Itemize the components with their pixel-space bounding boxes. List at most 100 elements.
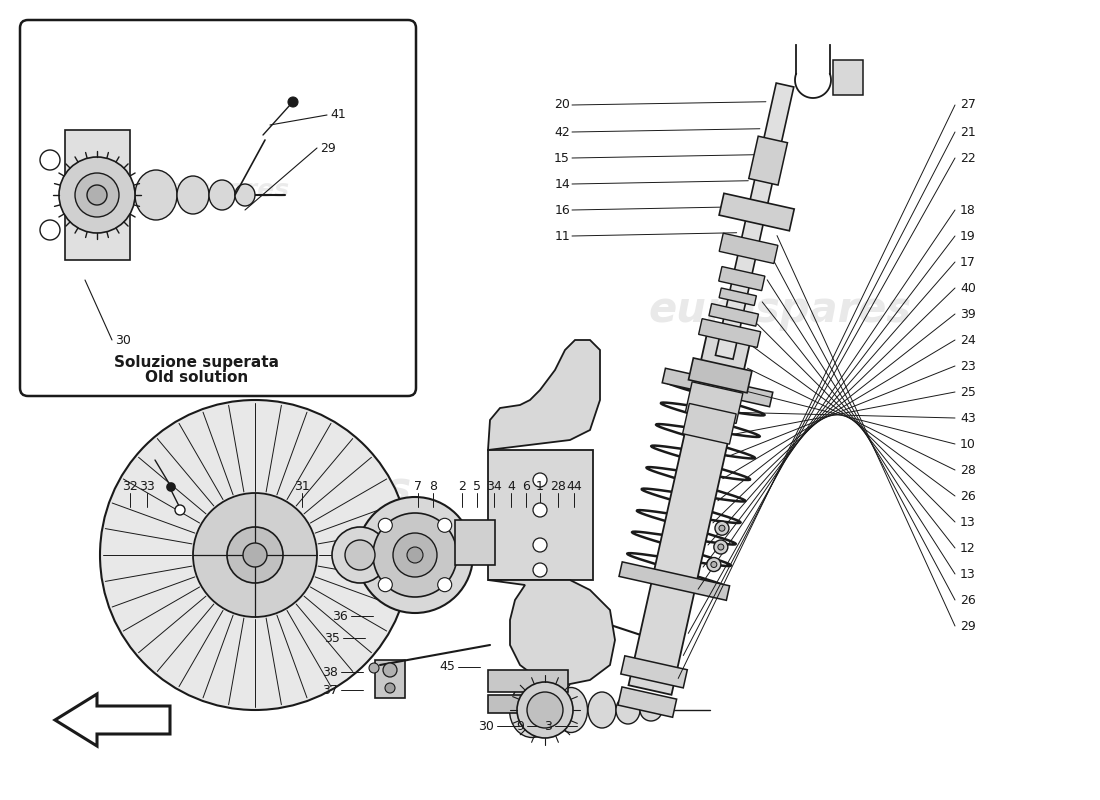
Circle shape <box>40 150 60 170</box>
Circle shape <box>718 544 724 550</box>
Text: 28: 28 <box>550 481 565 494</box>
Circle shape <box>527 692 563 728</box>
Circle shape <box>87 185 107 205</box>
Bar <box>833 60 864 95</box>
Circle shape <box>534 503 547 517</box>
Polygon shape <box>708 304 759 326</box>
Circle shape <box>714 540 728 554</box>
Ellipse shape <box>509 682 554 738</box>
Text: 23: 23 <box>960 359 976 373</box>
Circle shape <box>378 518 393 532</box>
Text: eurospares: eurospares <box>148 469 411 511</box>
Text: 8: 8 <box>429 481 437 494</box>
Circle shape <box>438 578 452 592</box>
Bar <box>488 450 593 580</box>
Text: 4: 4 <box>507 481 515 494</box>
Circle shape <box>534 473 547 487</box>
Text: eurospares: eurospares <box>648 289 912 331</box>
Text: 3: 3 <box>544 719 552 733</box>
Circle shape <box>385 683 395 693</box>
Circle shape <box>100 400 410 710</box>
Circle shape <box>407 547 424 563</box>
Circle shape <box>517 682 573 738</box>
Circle shape <box>288 97 298 107</box>
Text: 24: 24 <box>960 334 976 346</box>
Text: 38: 38 <box>322 666 338 678</box>
FancyBboxPatch shape <box>20 20 416 396</box>
Text: 44: 44 <box>566 481 582 494</box>
Ellipse shape <box>135 170 177 220</box>
Text: eurospares: eurospares <box>131 178 289 202</box>
Text: 7: 7 <box>414 481 422 494</box>
Text: 43: 43 <box>960 411 976 425</box>
Bar <box>375 660 405 698</box>
Text: 2: 2 <box>458 481 466 494</box>
Circle shape <box>332 527 388 583</box>
Text: 10: 10 <box>960 438 976 450</box>
Polygon shape <box>488 580 615 685</box>
Polygon shape <box>718 266 764 290</box>
Text: 35: 35 <box>324 631 340 645</box>
Ellipse shape <box>640 699 662 721</box>
Bar <box>455 520 495 565</box>
Text: 28: 28 <box>960 463 976 477</box>
Bar <box>488 695 548 713</box>
Text: Soluzione superata: Soluzione superata <box>114 354 279 370</box>
Text: 20: 20 <box>554 98 570 111</box>
Circle shape <box>227 527 283 583</box>
Text: 5: 5 <box>473 481 481 494</box>
Circle shape <box>345 540 375 570</box>
Text: 42: 42 <box>554 126 570 138</box>
Polygon shape <box>488 340 600 450</box>
Polygon shape <box>628 322 752 694</box>
Ellipse shape <box>235 184 255 206</box>
Circle shape <box>373 513 456 597</box>
Text: 40: 40 <box>960 282 976 294</box>
Circle shape <box>167 483 175 491</box>
Text: 16: 16 <box>554 203 570 217</box>
Text: 31: 31 <box>294 481 310 494</box>
Text: 29: 29 <box>320 142 336 154</box>
Text: 14: 14 <box>554 178 570 190</box>
Text: 29: 29 <box>960 619 976 633</box>
Text: 15: 15 <box>554 151 570 165</box>
Circle shape <box>175 505 185 515</box>
Text: 9: 9 <box>516 719 524 733</box>
FancyArrow shape <box>55 694 170 746</box>
Text: 30: 30 <box>478 719 494 733</box>
Text: 17: 17 <box>960 255 976 269</box>
Text: 33: 33 <box>139 481 155 494</box>
Text: 34: 34 <box>486 481 502 494</box>
Polygon shape <box>619 562 729 600</box>
Polygon shape <box>620 656 688 688</box>
Text: 30: 30 <box>116 334 131 346</box>
Text: 13: 13 <box>960 567 976 581</box>
Polygon shape <box>715 83 794 359</box>
Polygon shape <box>618 687 676 718</box>
Polygon shape <box>719 288 757 306</box>
Text: 13: 13 <box>960 515 976 529</box>
Text: 26: 26 <box>960 490 976 502</box>
Circle shape <box>715 522 729 535</box>
Text: 25: 25 <box>960 386 976 398</box>
Circle shape <box>438 518 452 532</box>
Polygon shape <box>719 194 794 230</box>
Polygon shape <box>749 136 788 185</box>
Text: 11: 11 <box>554 230 570 242</box>
Polygon shape <box>685 382 742 423</box>
Text: 26: 26 <box>960 594 976 606</box>
Polygon shape <box>662 368 773 406</box>
Bar <box>488 670 568 692</box>
Text: 12: 12 <box>960 542 976 554</box>
Text: 37: 37 <box>322 683 338 697</box>
Polygon shape <box>689 358 752 393</box>
Text: 39: 39 <box>960 307 976 321</box>
Ellipse shape <box>554 687 587 733</box>
Text: 36: 36 <box>332 610 348 622</box>
Text: 21: 21 <box>960 126 976 138</box>
Polygon shape <box>719 233 778 263</box>
Text: 41: 41 <box>330 109 345 122</box>
Circle shape <box>383 663 397 677</box>
Ellipse shape <box>177 176 209 214</box>
Text: Old solution: Old solution <box>145 370 249 386</box>
